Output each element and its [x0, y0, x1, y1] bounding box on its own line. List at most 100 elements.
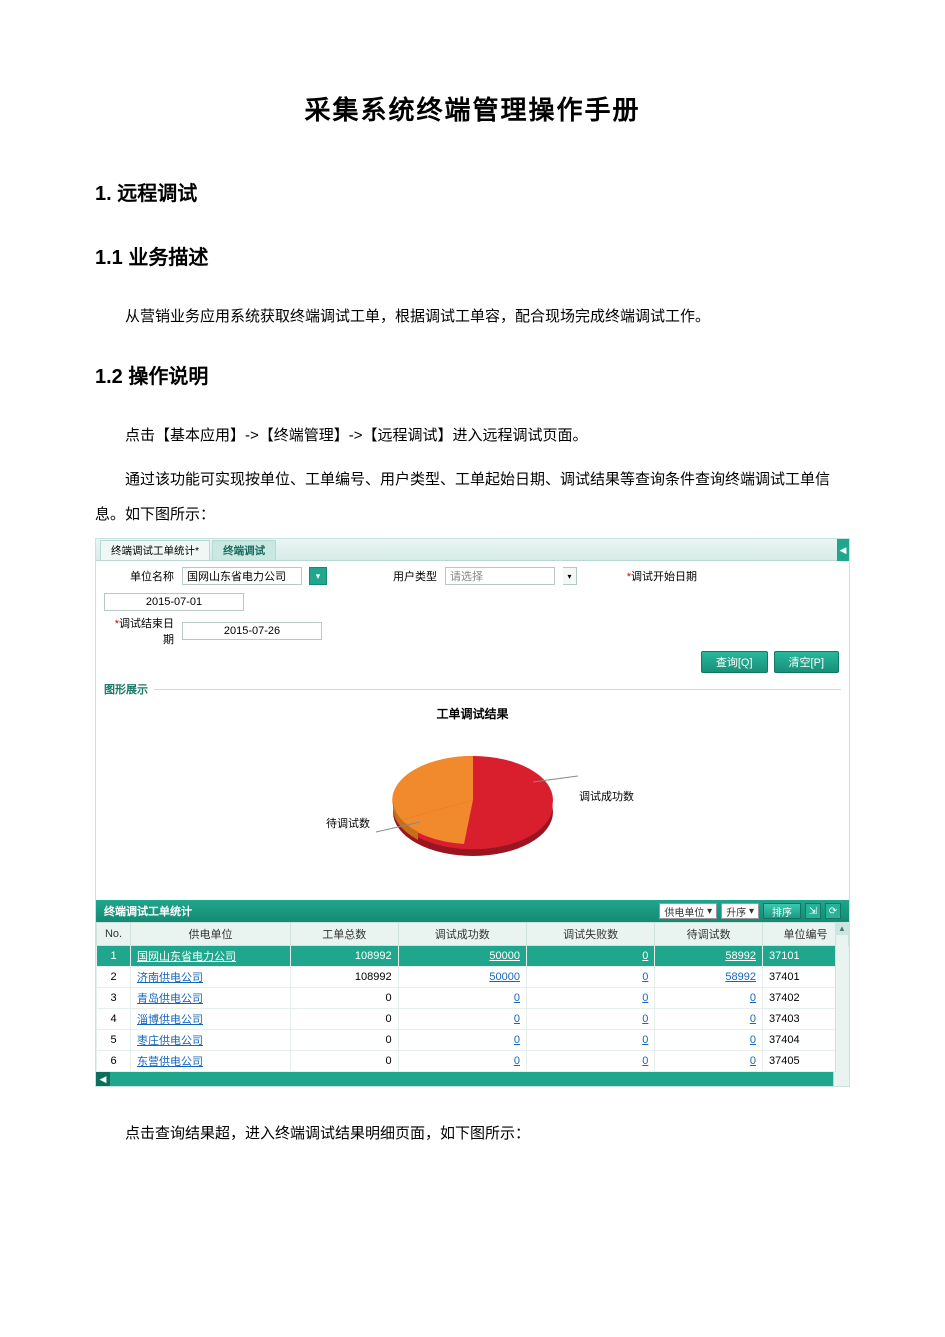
unit-link[interactable]: 枣庄供电公司	[137, 1035, 203, 1047]
cell-fail: 0	[526, 967, 654, 988]
cell-no: 6	[97, 1051, 131, 1072]
pend-link[interactable]: 0	[750, 1013, 756, 1025]
cell-pend: 0	[655, 1051, 763, 1072]
query-button[interactable]: 查询[Q]	[701, 651, 768, 673]
cell-succ: 0	[398, 988, 526, 1009]
unit-input[interactable]: 国网山东省电力公司	[182, 567, 302, 585]
cell-pend: 0	[655, 1030, 763, 1051]
end-date-label: 调试结束日期	[104, 615, 174, 647]
sort-dir-select[interactable]: 升序 ▾	[721, 903, 759, 919]
tab-stats[interactable]: 终端调试工单统计*	[100, 540, 210, 560]
cell-fail: 0	[526, 1051, 654, 1072]
chart-divider: 图形展示	[96, 679, 849, 699]
table-row[interactable]: 6东营供电公司000037405	[97, 1051, 849, 1072]
cell-total: 108992	[291, 967, 399, 988]
col-total: 工单总数	[291, 923, 399, 946]
cell-unit: 国网山东省电力公司	[131, 946, 291, 967]
sort-controls: 供电单位 ▾ 升序 ▾ 排序 ⇲ ⟳	[659, 903, 841, 919]
cell-unit: 枣庄供电公司	[131, 1030, 291, 1051]
cell-no: 4	[97, 1009, 131, 1030]
cell-pend: 58992	[655, 967, 763, 988]
table-row[interactable]: 3青岛供电公司000037402	[97, 988, 849, 1009]
stats-title: 终端调试工单统计	[104, 903, 192, 919]
pie-label-success: 调试成功数	[579, 788, 634, 804]
fail-link[interactable]: 0	[642, 1055, 648, 1067]
pend-link[interactable]: 58992	[725, 950, 756, 962]
stats-header: 终端调试工单统计 供电单位 ▾ 升序 ▾ 排序 ⇲ ⟳	[96, 900, 849, 922]
cell-total: 0	[291, 1051, 399, 1072]
table-row[interactable]: 4淄博供电公司000037403	[97, 1009, 849, 1030]
chart-title: 工单调试结果	[96, 705, 849, 722]
pie-label-pending: 待调试数	[326, 815, 370, 831]
cell-succ: 0	[398, 1051, 526, 1072]
start-date-input[interactable]: 2015-07-01	[104, 593, 244, 611]
sort-field-select[interactable]: 供电单位 ▾	[659, 903, 717, 919]
succ-link[interactable]: 0	[514, 1055, 520, 1067]
cell-no: 1	[97, 946, 131, 967]
app-window: 终端调试工单统计* 终端调试 ◀ 单位名称 国网山东省电力公司 ▾ 用户类型 请…	[95, 538, 850, 1087]
cell-pend: 0	[655, 1009, 763, 1030]
col-unit: 供电单位	[131, 923, 291, 946]
cell-no: 3	[97, 988, 131, 1009]
unit-picker-icon[interactable]: ▾	[309, 567, 327, 585]
table-row[interactable]: 5枣庄供电公司000037404	[97, 1030, 849, 1051]
fail-link[interactable]: 0	[642, 971, 648, 983]
unit-link[interactable]: 淄博供电公司	[137, 1014, 203, 1026]
end-date-input[interactable]: 2015-07-26	[182, 622, 322, 640]
pend-link[interactable]: 0	[750, 992, 756, 1004]
fail-link[interactable]: 0	[642, 992, 648, 1004]
unit-link[interactable]: 青岛供电公司	[137, 993, 203, 1005]
clear-button[interactable]: 清空[P]	[774, 651, 839, 673]
refresh-icon[interactable]: ⟳	[825, 903, 841, 919]
section-1: 1. 远程调试	[95, 177, 850, 206]
fail-link[interactable]: 0	[642, 950, 648, 962]
fail-link[interactable]: 0	[642, 1034, 648, 1046]
subsection-1-2: 1.2 操作说明	[95, 360, 850, 389]
unit-link[interactable]: 济南供电公司	[137, 972, 203, 984]
chevron-down-icon[interactable]: ▾	[563, 567, 577, 585]
succ-link[interactable]: 0	[514, 992, 520, 1004]
vertical-scrollbar[interactable]: ▲	[835, 922, 848, 1072]
pend-link[interactable]: 0	[750, 1055, 756, 1067]
user-type-label: 用户类型	[383, 568, 437, 584]
table-row[interactable]: 2济南供电公司1089925000005899237401	[97, 967, 849, 988]
cell-no: 5	[97, 1030, 131, 1051]
data-table: No. 供电单位 工单总数 调试成功数 调试失败数 待调试数 单位编号 1国网山…	[96, 922, 849, 1072]
pend-link[interactable]: 0	[750, 1034, 756, 1046]
export-icon[interactable]: ⇲	[805, 903, 821, 919]
para-2: 点击【基本应用】->【终端管理】->【远程调试】进入远程调试页面。	[95, 419, 850, 454]
cell-succ: 0	[398, 1030, 526, 1051]
col-no: No.	[97, 923, 131, 946]
cell-total: 0	[291, 988, 399, 1009]
start-date-label: 调试开始日期	[619, 568, 697, 584]
filter-row-2: 调试结束日期 2015-07-26	[96, 615, 849, 651]
fail-link[interactable]: 0	[642, 1013, 648, 1025]
horizontal-scrollbar[interactable]: ◀	[96, 1072, 849, 1086]
chart-section-label: 图形展示	[104, 681, 154, 697]
pend-link[interactable]: 58992	[725, 971, 756, 983]
collapse-icon[interactable]: ◀	[837, 539, 849, 561]
unit-link[interactable]: 国网山东省电力公司	[137, 951, 236, 963]
action-buttons: 查询[Q] 清空[P]	[96, 651, 849, 679]
succ-link[interactable]: 0	[514, 1013, 520, 1025]
pie-chart	[368, 740, 578, 870]
doc-title: 采集系统终端管理操作手册	[95, 90, 850, 127]
table-row[interactable]: 1国网山东省电力公司1089925000005899237101	[97, 946, 849, 967]
cell-total: 0	[291, 1009, 399, 1030]
succ-link[interactable]: 50000	[489, 971, 520, 983]
unit-link[interactable]: 东营供电公司	[137, 1056, 203, 1068]
scroll-left-icon[interactable]: ◀	[96, 1072, 110, 1086]
cell-unit: 东营供电公司	[131, 1051, 291, 1072]
data-table-wrap: No. 供电单位 工单总数 调试成功数 调试失败数 待调试数 单位编号 1国网山…	[96, 922, 849, 1086]
scroll-up-icon[interactable]: ▲	[836, 922, 848, 935]
succ-link[interactable]: 50000	[489, 950, 520, 962]
col-pend: 待调试数	[655, 923, 763, 946]
succ-link[interactable]: 0	[514, 1034, 520, 1046]
subsection-1-1: 1.1 业务描述	[95, 241, 850, 270]
cell-pend: 58992	[655, 946, 763, 967]
tab-debug[interactable]: 终端调试	[212, 540, 276, 560]
cell-unit: 青岛供电公司	[131, 988, 291, 1009]
user-type-select[interactable]: 请选择	[445, 567, 555, 585]
sort-button[interactable]: 排序	[763, 903, 801, 919]
cell-succ: 0	[398, 1009, 526, 1030]
